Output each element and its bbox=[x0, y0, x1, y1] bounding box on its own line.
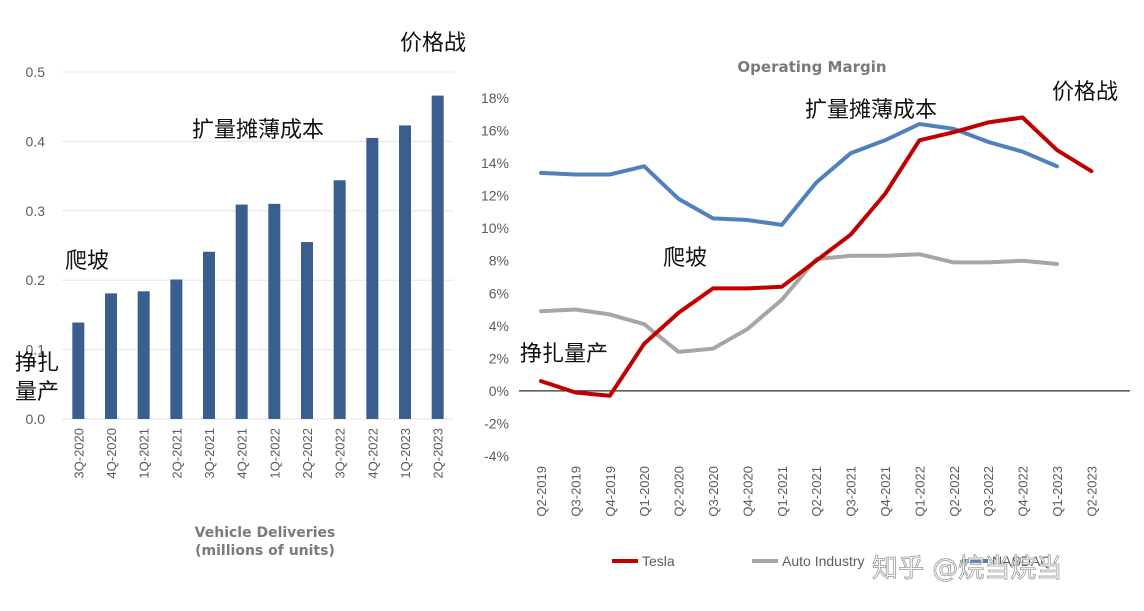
bar-x-tick-label: 2Q-2023 bbox=[431, 428, 446, 479]
line-y-tick-labels: 18% 16% 14% 12% 10% 8% 6% 4% 2% 0% -2% -4% bbox=[481, 90, 509, 464]
bar-x-tick-labels: 3Q-2020 4Q-2020 1Q-2021 2Q-2021 3Q-2021 4Q-20… bbox=[71, 428, 445, 479]
line-x-tick-label: Q2-2019 bbox=[534, 466, 549, 517]
right-annotation-climb: 爬坡 bbox=[663, 246, 707, 271]
bar-y-tick-label: 0.3 bbox=[26, 203, 46, 219]
bar-x-tick-label: 2Q-2022 bbox=[300, 428, 315, 479]
line-x-tick-label: Q3-2021 bbox=[844, 466, 859, 517]
bar-x-tick-label: 3Q-2021 bbox=[202, 428, 217, 479]
left-annotation-climb: 爬坡 bbox=[65, 249, 109, 274]
line-x-tick-label: Q2-2021 bbox=[809, 466, 824, 517]
right-annotation-struggle: 挣扎量产 bbox=[520, 342, 608, 367]
line-x-tick-label: Q3-2020 bbox=[706, 466, 721, 517]
right-annotation-price-war: 价格战 bbox=[1052, 80, 1118, 105]
line-y-tick-label: 16% bbox=[481, 123, 509, 139]
left-annotation-price-war: 价格战 bbox=[400, 31, 466, 56]
delivery-bar bbox=[399, 125, 411, 420]
series-line-tesla bbox=[539, 115, 1094, 398]
bar-x-tick-label: 1Q-2023 bbox=[398, 428, 413, 479]
line-x-tick-label: Q4-2021 bbox=[878, 466, 893, 517]
bar-y-tick-labels: 0.0 0.1 0.2 0.3 0.4 0.5 bbox=[26, 64, 46, 427]
bar-gridlines bbox=[62, 71, 454, 420]
line-y-tick-label: 12% bbox=[481, 188, 509, 204]
line-y-tick-label: 8% bbox=[489, 253, 509, 269]
bar-series bbox=[72, 95, 444, 420]
bar-xlabel-line1: Vehicle Deliveries bbox=[195, 525, 336, 541]
vehicle-deliveries-chart: 0.0 0.1 0.2 0.3 0.4 0.5 3Q-2020 4Q-2020 1Q-2021… bbox=[26, 64, 454, 559]
right-annotation-scale-cost: 扩量摊薄成本 bbox=[805, 98, 937, 123]
delivery-bar bbox=[301, 242, 313, 419]
legend-label: NASDAQ bbox=[992, 553, 1051, 569]
line-series-group bbox=[519, 115, 1130, 398]
delivery-bar bbox=[235, 204, 248, 419]
line-chart-title: Operating Margin bbox=[737, 58, 886, 76]
legend-label: Tesla bbox=[642, 553, 675, 569]
left-annotation-struggle-line1: 挣扎 bbox=[15, 351, 59, 376]
delivery-bar bbox=[366, 137, 379, 419]
line-x-tick-label: Q3-2019 bbox=[568, 466, 583, 517]
delivery-bar bbox=[105, 293, 117, 419]
line-x-tick-label: Q4-2022 bbox=[1016, 466, 1031, 517]
bar-x-tick-label: 1Q-2022 bbox=[267, 428, 282, 479]
left-annotation-struggle-line2: 量产 bbox=[15, 380, 59, 405]
series-line-auto-industry bbox=[539, 252, 1059, 354]
bar-x-tick-label: 1Q-2021 bbox=[137, 428, 152, 479]
bar-y-tick-label: 0.1 bbox=[26, 342, 46, 358]
line-y-tick-label: 14% bbox=[481, 155, 509, 171]
bar-x-tick-label: 2Q-2021 bbox=[169, 428, 184, 479]
bar-y-tick-label: 0.5 bbox=[26, 64, 46, 80]
delivery-bar bbox=[333, 180, 346, 419]
delivery-bar bbox=[170, 279, 183, 419]
series-line-nasdaq bbox=[539, 122, 1059, 227]
operating-margin-chart: Operating Margin 18% 16% 14% 12% 10% 8% 6% 4% 2%… bbox=[481, 58, 1130, 569]
line-x-tick-label: Q4-2020 bbox=[740, 466, 755, 517]
bar-x-tick-label: 4Q-2020 bbox=[104, 428, 119, 479]
line-legend: Tesla Auto Industry NASDAQ bbox=[612, 553, 1051, 569]
line-x-tick-label: Q2-2020 bbox=[672, 466, 687, 517]
bar-y-tick-label: 0.0 bbox=[26, 411, 46, 427]
line-x-tick-label: Q4-2019 bbox=[603, 466, 618, 517]
line-x-tick-labels: Q2-2019 Q3-2019 Q4-2019 Q1-2020 Q2-2020 Q3-20… bbox=[534, 466, 1099, 517]
line-y-tick-label: 2% bbox=[489, 350, 509, 366]
watermark-text: 知乎 @烷当烷当 bbox=[872, 554, 1062, 584]
line-y-tick-label: 18% bbox=[481, 90, 509, 106]
delivery-bar bbox=[72, 322, 85, 419]
legend-label: Auto Industry bbox=[782, 553, 865, 569]
bar-x-tick-label: 3Q-2022 bbox=[333, 428, 348, 479]
bar-x-tick-label: 4Q-2021 bbox=[235, 428, 250, 479]
line-y-tick-label: 0% bbox=[489, 383, 509, 399]
line-y-tick-label: -4% bbox=[484, 448, 509, 464]
bar-x-tick-label: 4Q-2022 bbox=[365, 428, 380, 479]
bar-x-tick-label: 3Q-2020 bbox=[71, 428, 86, 479]
bar-y-tick-label: 0.4 bbox=[26, 133, 46, 149]
line-y-tick-label: 4% bbox=[489, 318, 509, 334]
delivery-bar bbox=[431, 95, 444, 419]
line-y-tick-label: 6% bbox=[489, 285, 509, 301]
delivery-bar bbox=[137, 291, 150, 419]
delivery-bar bbox=[268, 203, 281, 419]
line-x-tick-label: Q2-2023 bbox=[1084, 466, 1099, 517]
line-x-tick-label: Q2-2022 bbox=[947, 466, 962, 517]
line-y-tick-label: -2% bbox=[484, 415, 509, 431]
line-x-tick-label: Q1-2023 bbox=[1050, 466, 1065, 517]
line-x-tick-label: Q1-2020 bbox=[637, 466, 652, 517]
line-x-tick-label: Q1-2021 bbox=[775, 466, 790, 517]
bar-y-tick-label: 0.2 bbox=[26, 272, 46, 288]
delivery-bar bbox=[203, 251, 215, 419]
line-y-tick-label: 10% bbox=[481, 220, 509, 236]
line-x-tick-label: Q1-2022 bbox=[912, 466, 927, 517]
bar-xlabel-line2: (millions of units) bbox=[195, 543, 335, 559]
line-x-tick-label: Q3-2022 bbox=[981, 466, 996, 517]
left-annotation-scale-cost: 扩量摊薄成本 bbox=[192, 118, 324, 143]
